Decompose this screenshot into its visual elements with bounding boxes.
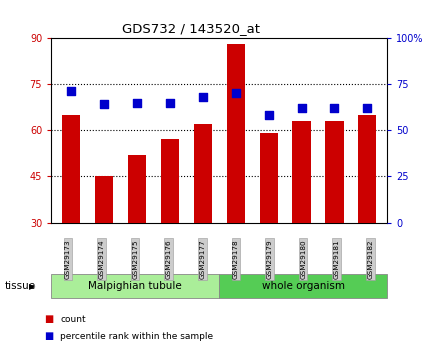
Point: [100, 102, 107, 107]
Point: [331, 105, 338, 111]
Text: GSM29182: GSM29182: [368, 239, 373, 278]
Bar: [161, 139, 179, 223]
Text: GSM29179: GSM29179: [267, 239, 272, 278]
Text: GSM29177: GSM29177: [199, 239, 205, 278]
Point: [67, 89, 74, 94]
Bar: [62, 115, 80, 223]
Bar: [358, 115, 376, 223]
Point: [265, 113, 272, 118]
Text: tissue: tissue: [4, 282, 36, 291]
Text: GSM29176: GSM29176: [166, 239, 172, 278]
Bar: [292, 121, 311, 223]
Text: GSM29175: GSM29175: [132, 239, 138, 278]
Bar: [95, 176, 113, 223]
Text: GSM29173: GSM29173: [65, 239, 71, 278]
Point: [298, 105, 305, 111]
Text: ▶: ▶: [29, 282, 35, 291]
Bar: [227, 44, 245, 223]
Text: GSM29181: GSM29181: [334, 239, 340, 278]
Text: GSM29174: GSM29174: [99, 239, 105, 278]
Point: [232, 90, 239, 96]
Bar: [325, 121, 344, 223]
Text: Malpighian tubule: Malpighian tubule: [88, 282, 182, 291]
Text: ■: ■: [44, 332, 54, 341]
Bar: [128, 155, 146, 223]
Bar: [194, 124, 212, 223]
Text: GDS732 / 143520_at: GDS732 / 143520_at: [122, 22, 260, 36]
Point: [166, 100, 173, 105]
Text: GSM29178: GSM29178: [233, 239, 239, 278]
Point: [133, 100, 140, 105]
Text: GSM29180: GSM29180: [300, 239, 306, 278]
Text: count: count: [60, 315, 86, 324]
Point: [364, 105, 371, 111]
Bar: [259, 133, 278, 223]
Text: percentile rank within the sample: percentile rank within the sample: [60, 332, 213, 341]
Text: whole organism: whole organism: [262, 282, 345, 291]
Point: [199, 94, 206, 100]
Text: ■: ■: [44, 314, 54, 324]
